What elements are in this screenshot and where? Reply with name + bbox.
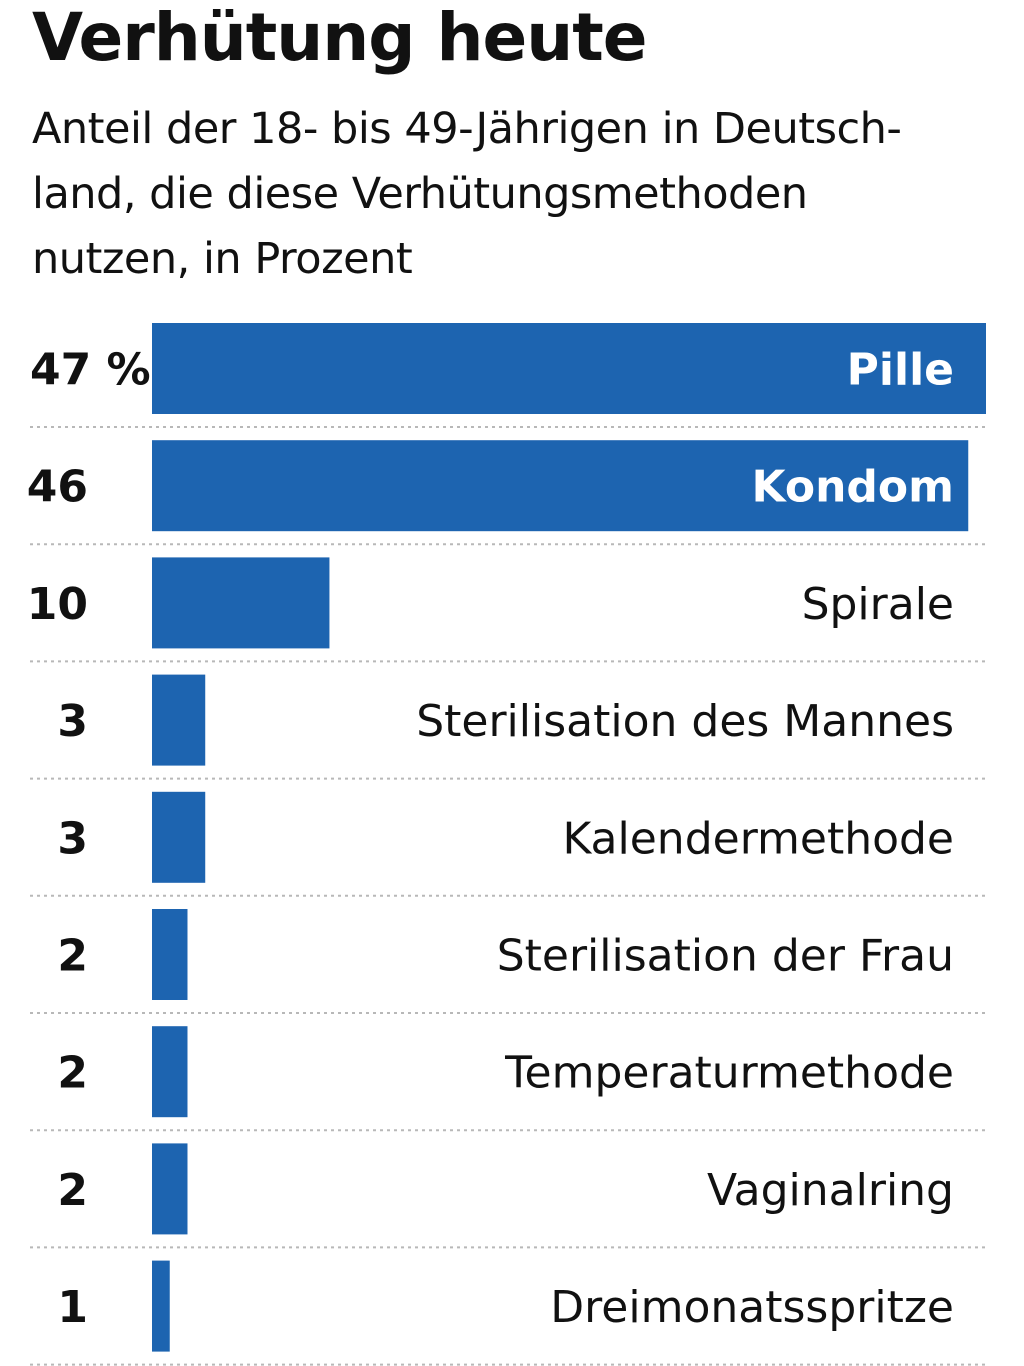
value-label-kalendermethode: 3 — [57, 813, 88, 864]
subtitle-line-1: Anteil der 18- bis 49-Jährigen in Deutsc… — [32, 104, 902, 154]
value-label-dreimonatsspritze: 1 — [57, 1282, 88, 1333]
value-label-pille: 47 % — [30, 345, 151, 396]
chart-title: Verhütung heute — [32, 0, 648, 76]
value-label-sterilisation-der-frau: 2 — [57, 931, 88, 982]
chart-subtitle: Anteil der 18- bis 49-Jährigen in Deutsc… — [32, 97, 992, 292]
bar-sterilisation-des-mannes — [152, 674, 206, 766]
value-label-spirale: 10 — [27, 579, 88, 630]
category-label-vaginalring: Vaginalring — [707, 1165, 954, 1216]
bar-dreimonatsspritze — [152, 1260, 170, 1352]
bar-sterilisation-der-frau — [152, 909, 188, 1000]
category-label-kalendermethode: Kalendermethode — [562, 813, 954, 864]
bar-vaginalring — [152, 1143, 188, 1235]
category-label-spirale: Spirale — [802, 579, 954, 630]
category-label-sterilisation-der-frau: Sterilisation der Frau — [497, 931, 954, 982]
subtitle-line-3: nutzen, in Prozent — [32, 234, 413, 284]
category-label-temperaturmethode: Temperaturmethode — [504, 1048, 954, 1099]
bar-kalendermethode — [152, 791, 206, 883]
bar-spirale — [152, 557, 330, 649]
bar-temperaturmethode — [152, 1026, 188, 1118]
value-label-kondom: 46 — [27, 462, 88, 513]
subtitle-line-2: land, die diese Verhütungsmethoden — [32, 169, 808, 219]
bar-kondom — [152, 440, 969, 532]
value-label-sterilisation-des-mannes: 3 — [57, 696, 88, 747]
category-label-dreimonatsspritze: Dreimonatsspritze — [550, 1282, 954, 1333]
bar-pille — [152, 323, 986, 414]
category-label-pille: Pille — [847, 345, 954, 396]
category-label-kondom: Kondom — [752, 462, 954, 513]
value-label-temperaturmethode: 2 — [57, 1048, 88, 1099]
value-label-vaginalring: 2 — [57, 1165, 88, 1216]
category-label-sterilisation-des-mannes: Sterilisation des Mannes — [416, 696, 954, 747]
